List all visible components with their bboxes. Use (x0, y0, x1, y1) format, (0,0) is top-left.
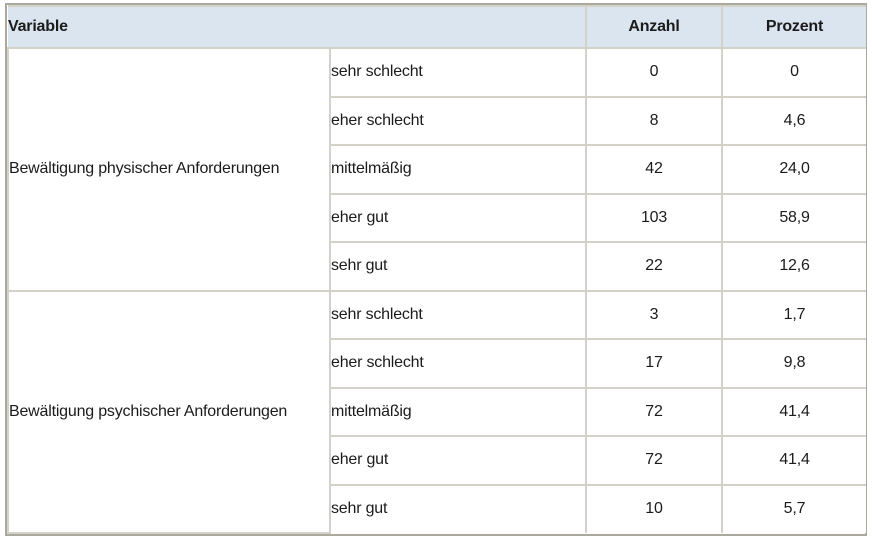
table-row: eher gut 72 41,4 (8, 435, 866, 486)
group-2-row-4-prozent: 41,4 (721, 435, 866, 486)
group-2-row-5-prozent: 5,7 (721, 483, 866, 533)
table-row: Bewältigung psychischer Anforderungen se… (7, 289, 866, 534)
group-1-name: Bewältigung physischer Anforderungen (7, 47, 331, 292)
table-row: eher schlecht 8 4,6 (8, 95, 866, 146)
group-1-row-2-prozent: 4,6 (721, 95, 866, 146)
table-row: eher schlecht 17 9,8 (8, 338, 866, 389)
group-1-row-1-label: sehr schlecht (329, 47, 587, 98)
table-row: Bewältigung physischer Anforderungen seh… (7, 47, 866, 292)
group-1-row-1-prozent: 0 (721, 47, 866, 98)
table-row: sehr gut 22 12,6 (8, 241, 866, 292)
group-1-row-4-label: eher gut (329, 192, 587, 243)
group-2-row-5-anzahl: 10 (585, 483, 723, 533)
group-1-row-5-anzahl: 22 (585, 241, 723, 292)
group-2-row-3-prozent: 41,4 (721, 386, 866, 437)
header-prozent: Prozent (721, 5, 866, 49)
table-row: mittelmäßig 72 41,4 (8, 386, 866, 437)
table-header-row: Variable Anzahl Prozent (8, 5, 866, 49)
group-2-row-1-label: sehr schlecht (329, 289, 587, 340)
table-row: sehr gut 10 5,7 (8, 483, 866, 533)
group-2-row-5-label: sehr gut (329, 483, 587, 533)
header-anzahl: Anzahl (585, 5, 723, 49)
group-1-row-2-label: eher schlecht (329, 95, 587, 146)
group-2-row-4-anzahl: 72 (585, 435, 723, 486)
group-1-row-2-anzahl: 8 (585, 95, 723, 146)
group-2-row-3-label: mittelmäßig (329, 386, 587, 437)
group-2-row-1-anzahl: 3 (585, 289, 723, 340)
table-row: mittelmäßig 42 24,0 (8, 144, 866, 195)
group-1-row-5-label: sehr gut (329, 241, 587, 292)
group-2-row-3-anzahl: 72 (585, 386, 723, 437)
statistics-table-frame: Variable Anzahl Prozent Bewältigung phys… (5, 3, 867, 536)
group-1-row-3-anzahl: 42 (585, 144, 723, 195)
group-1-row-1-anzahl: 0 (585, 47, 723, 98)
header-variable: Variable (8, 5, 587, 49)
group-1-row-5-prozent: 12,6 (721, 241, 866, 292)
group-2-row-4-label: eher gut (329, 435, 587, 486)
group-2-row-2-label: eher schlecht (329, 338, 587, 389)
group-2-row-2-anzahl: 17 (585, 338, 723, 389)
statistics-table: Variable Anzahl Prozent Bewältigung phys… (7, 5, 866, 534)
group-2-row-1-prozent: 1,7 (721, 289, 866, 340)
group-2-row-2-prozent: 9,8 (721, 338, 866, 389)
group-1-row-3-label: mittelmäßig (329, 144, 587, 195)
group-1-row-4-anzahl: 103 (585, 192, 723, 243)
group-1-row-3-prozent: 24,0 (721, 144, 866, 195)
group-1-row-4-prozent: 58,9 (721, 192, 866, 243)
table-row: eher gut 103 58,9 (8, 192, 866, 243)
group-2-name: Bewältigung psychischer Anforderungen (7, 289, 331, 534)
